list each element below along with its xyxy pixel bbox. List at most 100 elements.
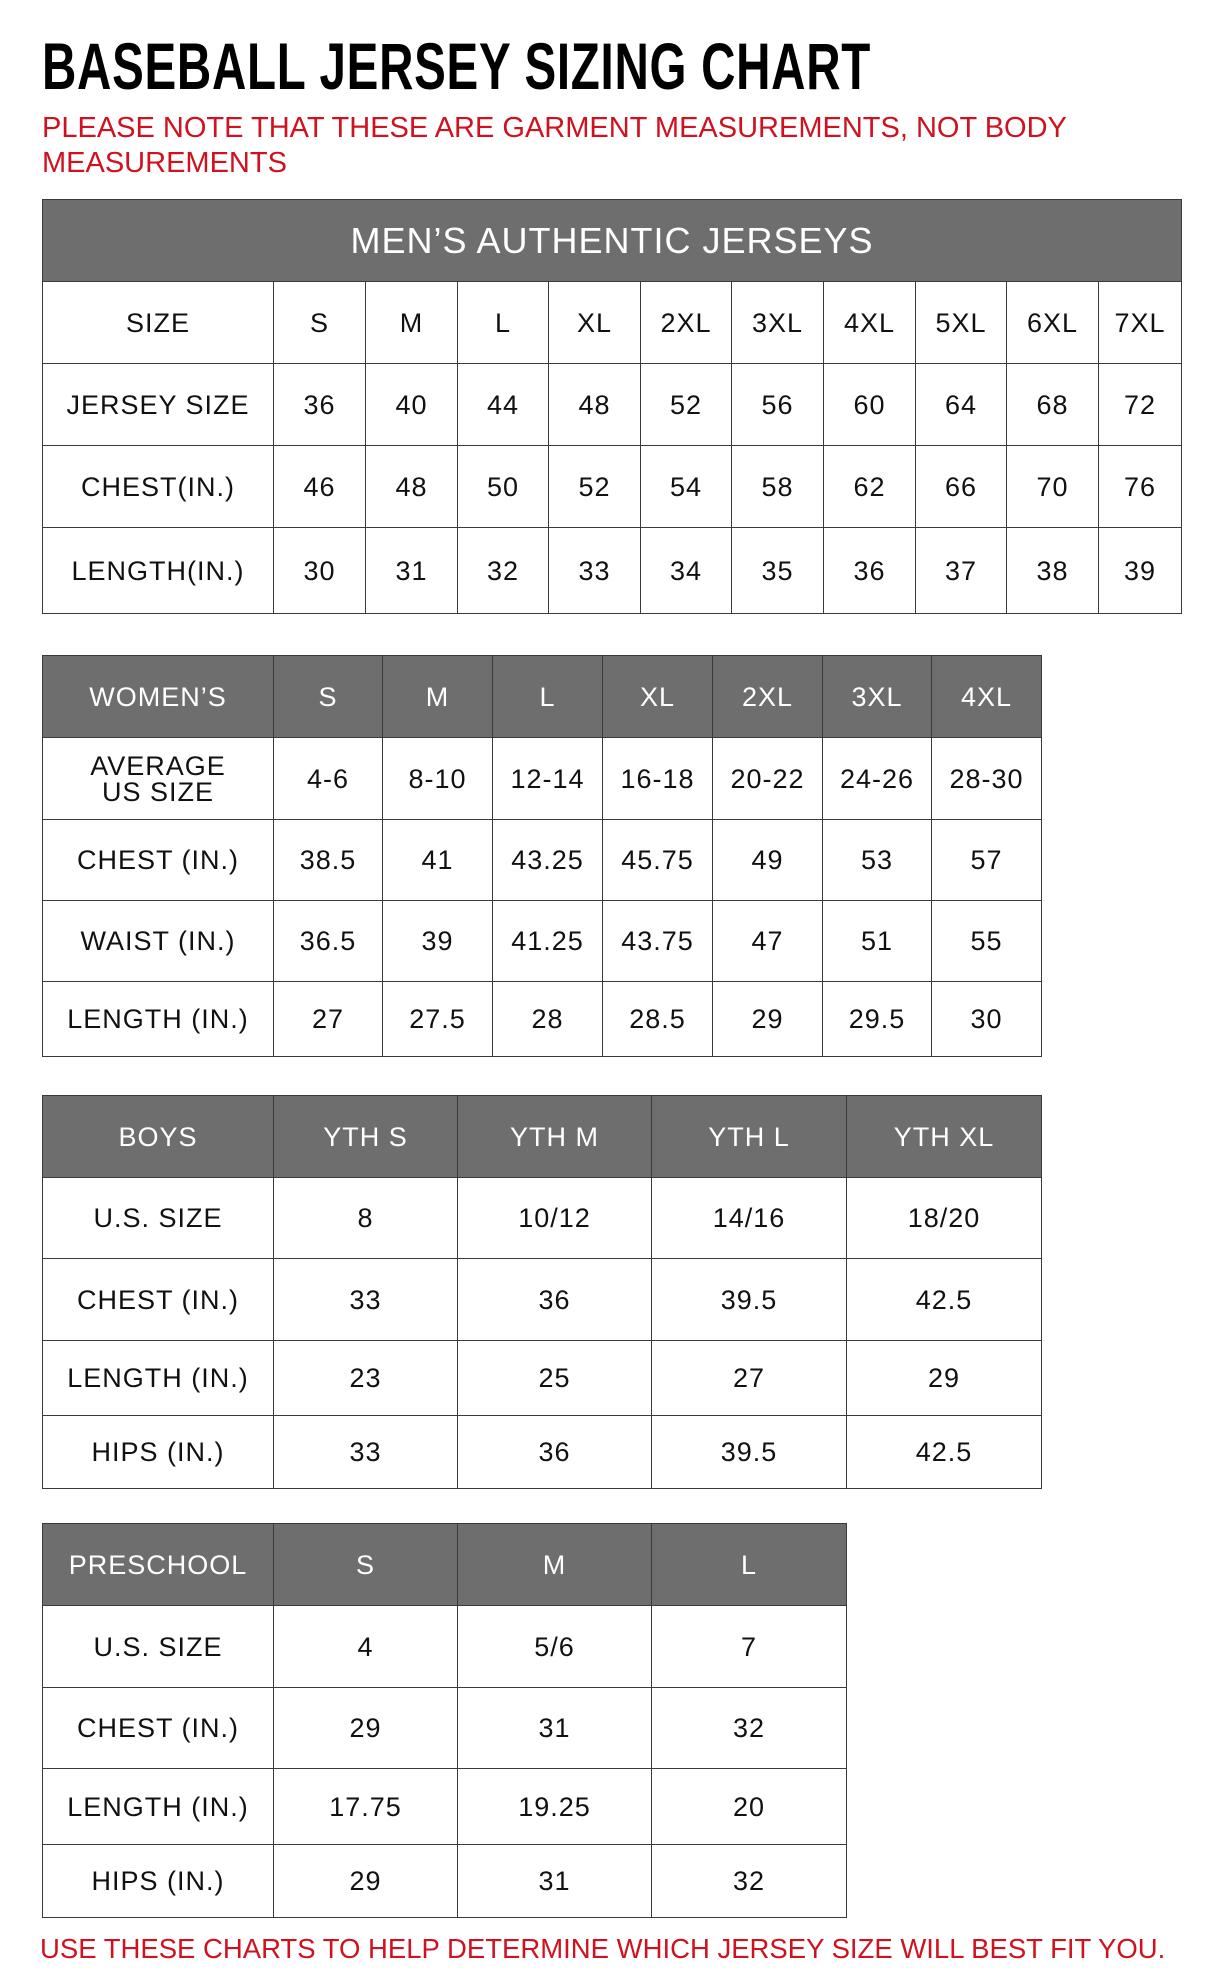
garment-measurement-note: PLEASE NOTE THAT THESE ARE GARMENT MEASU… xyxy=(42,112,1067,179)
measurement-cell: 31 xyxy=(457,1844,652,1918)
measurement-cell: 27 xyxy=(273,981,383,1057)
measurement-cell: 47 xyxy=(712,900,823,982)
size-column-header: 2XL xyxy=(712,655,823,738)
size-column-header: S xyxy=(273,1523,458,1606)
size-column-header: 7XL xyxy=(1097,281,1183,364)
measurement-cell: 45.75 xyxy=(602,819,713,901)
measurement-cell: 51 xyxy=(822,900,932,982)
row-label-header: BOYS xyxy=(42,1095,274,1178)
boys-size-table: BOYS YTH S YTH M YTH L YTH XL U.S. SIZE 8 10/12… xyxy=(42,1095,1042,1489)
measurement-cell: 34 xyxy=(640,527,732,614)
table-row: CHEST(IN.) 46 48 50 52 54 58 62 66 70 76 xyxy=(42,445,1183,528)
row-label-header: WOMEN’S xyxy=(42,655,274,738)
size-column-header: YTH XL xyxy=(846,1095,1042,1178)
measurement-cell: 36 xyxy=(457,1258,652,1341)
measurement-cell: 39.5 xyxy=(651,1258,847,1341)
size-column-header: YTH L xyxy=(651,1095,847,1178)
measurement-cell: 20-22 xyxy=(712,737,823,820)
womens-size-table: WOMEN’S S M L XL 2XL 3XL 4XL AVERAGE US SIZE 4-6 8… xyxy=(42,655,1042,1057)
measurement-cell: 29 xyxy=(846,1340,1042,1416)
measurement-cell: 42.5 xyxy=(846,1415,1042,1489)
measurement-cell: 68 xyxy=(1006,363,1099,446)
measurement-cell: 43.75 xyxy=(602,900,713,982)
measurement-cell: 76 xyxy=(1097,445,1183,528)
size-column-header: 4XL xyxy=(823,281,916,364)
row-label: U.S. SIZE xyxy=(42,1605,274,1688)
measurement-cell: 18/20 xyxy=(846,1177,1042,1259)
size-column-header: XL xyxy=(602,655,713,738)
row-label: LENGTH(IN.) xyxy=(42,527,274,614)
size-column-header: L xyxy=(457,281,549,364)
measurement-cell: 27 xyxy=(651,1340,847,1416)
size-column-header: L xyxy=(651,1523,847,1606)
table-row: LENGTH (IN.) 17.75 19.25 20 xyxy=(42,1768,847,1845)
measurement-cell: 39.5 xyxy=(651,1415,847,1489)
row-label: LENGTH (IN.) xyxy=(42,981,274,1057)
measurement-cell: 60 xyxy=(823,363,916,446)
table-row: CHEST (IN.) 38.5 41 43.25 45.75 49 53 57 xyxy=(42,819,1042,901)
size-column-header: 3XL xyxy=(731,281,824,364)
size-column-header: 4XL xyxy=(931,655,1042,738)
measurement-cell: 4 xyxy=(273,1605,458,1688)
size-column-header: M xyxy=(457,1523,652,1606)
measurement-cell: 39 xyxy=(1097,527,1183,614)
measurement-cell: 7 xyxy=(651,1605,847,1688)
row-label: HIPS (IN.) xyxy=(42,1844,274,1918)
row-label: LENGTH (IN.) xyxy=(42,1340,274,1416)
measurement-cell: 17.75 xyxy=(273,1768,458,1845)
measurement-cell: 43.25 xyxy=(492,819,603,901)
table-row: LENGTH(IN.) 30 31 32 33 34 35 36 37 38 39 xyxy=(42,527,1183,614)
measurement-cell: 44 xyxy=(457,363,549,446)
measurement-cell: 8-10 xyxy=(382,737,493,820)
measurement-cell: 62 xyxy=(823,445,916,528)
measurement-cell: 32 xyxy=(457,527,549,614)
table-row: WAIST (IN.) 36.5 39 41.25 43.75 47 51 55 xyxy=(42,900,1042,982)
measurement-cell: 29 xyxy=(273,1687,458,1769)
measurement-cell: 48 xyxy=(548,363,641,446)
header-row: BOYS YTH S YTH M YTH L YTH XL xyxy=(42,1095,1042,1178)
row-label: CHEST (IN.) xyxy=(42,1687,274,1769)
measurement-cell: 53 xyxy=(822,819,932,901)
measurement-cell: 30 xyxy=(931,981,1042,1057)
measurement-cell: 36 xyxy=(823,527,916,614)
measurement-cell: 55 xyxy=(931,900,1042,982)
size-column-header: S xyxy=(273,655,383,738)
measurement-cell: 49 xyxy=(712,819,823,901)
row-label-header: PRESCHOOL xyxy=(42,1523,274,1606)
size-column-header: 2XL xyxy=(640,281,732,364)
row-label: CHEST (IN.) xyxy=(42,1258,274,1341)
measurement-cell: 20 xyxy=(651,1768,847,1845)
row-label: LENGTH (IN.) xyxy=(42,1768,274,1845)
measurement-cell: 42.5 xyxy=(846,1258,1042,1341)
measurement-cell: 12-14 xyxy=(492,737,603,820)
row-label: AVERAGE US SIZE xyxy=(42,737,274,820)
measurement-cell: 29 xyxy=(273,1844,458,1918)
size-column-header: 5XL xyxy=(915,281,1007,364)
measurement-cell: 33 xyxy=(548,527,641,614)
row-label: WAIST (IN.) xyxy=(42,900,274,982)
table-row: U.S. SIZE 4 5/6 7 xyxy=(42,1605,847,1688)
measurement-cell: 54 xyxy=(640,445,732,528)
measurement-cell: 36 xyxy=(457,1415,652,1489)
measurement-cell: 41.25 xyxy=(492,900,603,982)
measurement-cell: 32 xyxy=(651,1687,847,1769)
header-row: SIZE S M L XL 2XL 3XL 4XL 5XL 6XL 7XL xyxy=(42,281,1183,364)
measurement-cell: 31 xyxy=(365,527,458,614)
row-label: JERSEY SIZE xyxy=(42,363,274,446)
measurement-cell: 33 xyxy=(273,1258,458,1341)
table-row: HIPS (IN.) 29 31 32 xyxy=(42,1844,847,1918)
measurement-cell: 50 xyxy=(457,445,549,528)
measurement-cell: 48 xyxy=(365,445,458,528)
measurement-cell: 52 xyxy=(548,445,641,528)
measurement-cell: 14/16 xyxy=(651,1177,847,1259)
measurement-cell: 38.5 xyxy=(273,819,383,901)
size-column-header: YTH M xyxy=(457,1095,652,1178)
measurement-cell: 70 xyxy=(1006,445,1099,528)
measurement-cell: 36.5 xyxy=(273,900,383,982)
measurement-cell: 24-26 xyxy=(822,737,932,820)
measurement-cell: 28.5 xyxy=(602,981,713,1057)
table-row: AVERAGE US SIZE 4-6 8-10 12-14 16-18 20-22 24-… xyxy=(42,737,1042,820)
size-column-header: M xyxy=(365,281,458,364)
measurement-cell: 56 xyxy=(731,363,824,446)
measurement-cell: 38 xyxy=(1006,527,1099,614)
